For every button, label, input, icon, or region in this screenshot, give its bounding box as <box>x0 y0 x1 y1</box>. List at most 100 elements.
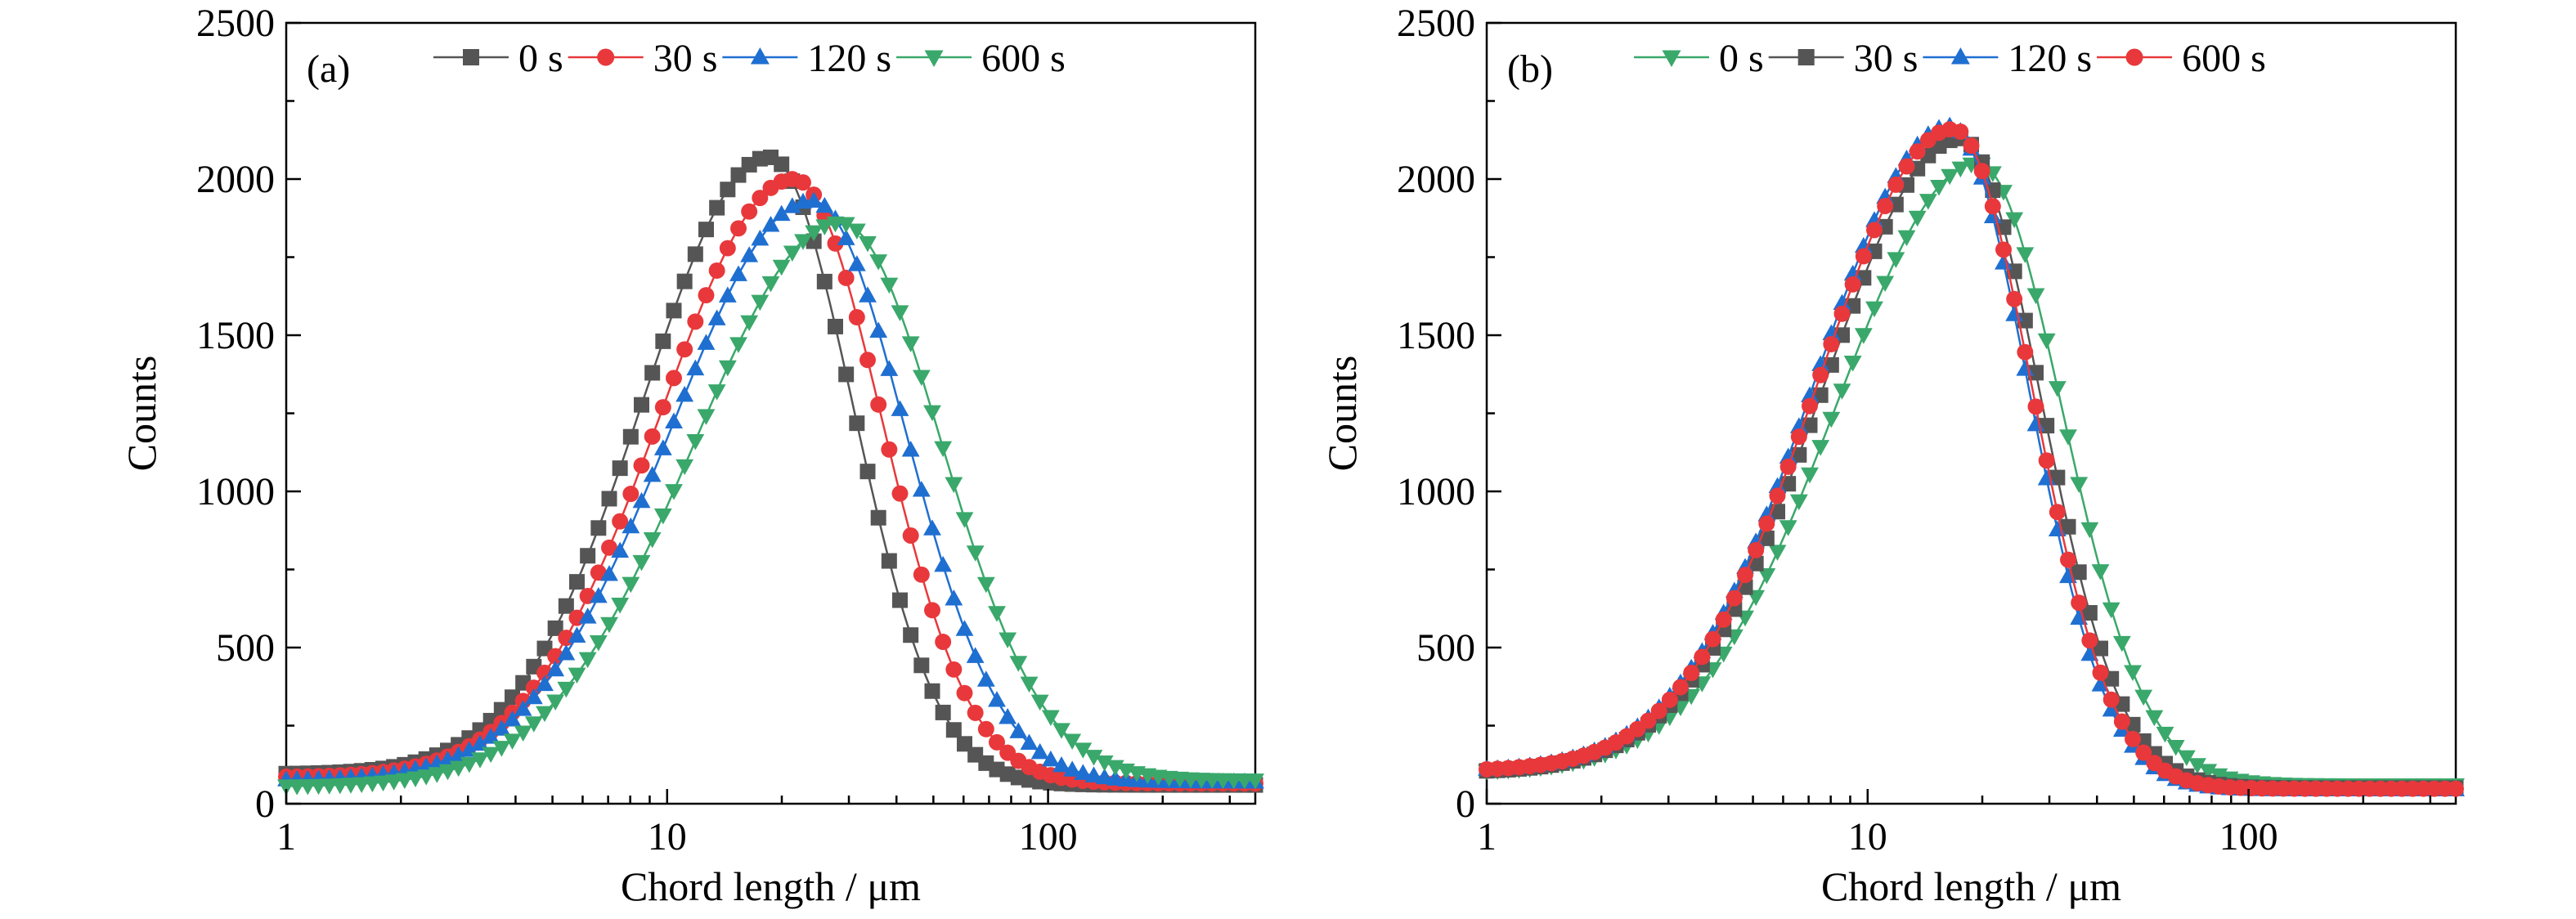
x-axis: 1 10 100 <box>1477 789 2432 858</box>
data-point <box>1812 366 1829 383</box>
data-point <box>352 777 371 794</box>
data-point <box>2059 429 2077 446</box>
data-point <box>1041 750 1060 767</box>
data-point <box>612 460 628 477</box>
data-point <box>1995 241 2012 258</box>
data-point <box>783 197 801 213</box>
data-point <box>634 397 649 413</box>
y-tick-label: 500 <box>216 626 275 670</box>
data-point <box>847 223 866 240</box>
data-point <box>1865 301 1883 318</box>
data-point <box>1084 750 1103 766</box>
legend-label: 0 s <box>518 37 563 80</box>
data-point <box>2112 635 2131 652</box>
data-point <box>859 286 877 303</box>
x-axis-label: Chord length / μm <box>621 863 921 909</box>
data-point <box>2049 469 2066 486</box>
data-point <box>1791 446 1807 463</box>
y-tick-label: 2500 <box>196 2 275 45</box>
data-point <box>837 269 855 286</box>
data-point <box>622 428 639 445</box>
data-point <box>828 318 843 334</box>
data-point <box>665 484 683 500</box>
data-point <box>709 199 725 216</box>
panel-label: (b) <box>1507 47 1553 91</box>
data-point <box>859 235 877 253</box>
data-point <box>1876 276 1895 293</box>
data-point <box>1009 656 1028 672</box>
data-point <box>643 465 662 482</box>
series-120-s <box>1478 116 2465 796</box>
data-point <box>653 508 672 525</box>
data-point <box>729 265 747 281</box>
data-point <box>1063 733 1082 750</box>
data-point <box>783 245 801 262</box>
data-point <box>568 626 586 643</box>
y-tick-label: 0 <box>255 782 275 826</box>
data-point <box>675 385 694 402</box>
y-axis: 0 500 1000 1500 2000 2500 <box>196 2 301 826</box>
data-point <box>417 769 436 786</box>
data-point <box>2060 518 2076 535</box>
data-point <box>2448 780 2464 797</box>
data-point <box>1095 755 1114 772</box>
data-point <box>1983 207 2002 223</box>
data-point <box>622 486 640 503</box>
data-point <box>514 725 532 742</box>
data-point <box>1757 567 1776 585</box>
data-point <box>1737 567 1753 584</box>
data-point <box>881 441 898 458</box>
legend-label: 30 s <box>653 37 718 80</box>
data-point <box>999 707 1017 724</box>
data-point <box>1769 487 1786 504</box>
data-point <box>1823 335 1840 352</box>
data-point <box>676 341 693 358</box>
data-point <box>2091 564 2110 581</box>
data-point <box>600 565 618 581</box>
series-30-s <box>278 171 1263 792</box>
series-line <box>286 222 1255 787</box>
data-point <box>374 775 393 792</box>
data-point <box>805 225 824 242</box>
data-point <box>1963 137 1980 155</box>
data-point <box>935 704 951 720</box>
series-0-s <box>1478 157 2465 795</box>
series-line <box>1486 124 2456 791</box>
data-point <box>880 360 899 376</box>
data-point <box>687 246 703 262</box>
legend-label: 600 s <box>981 37 1066 80</box>
data-point <box>2125 730 2141 747</box>
data-point <box>1640 712 1657 729</box>
data-point <box>666 370 682 387</box>
data-point <box>2080 522 2099 539</box>
data-point <box>665 412 683 429</box>
data-point <box>2102 700 2120 717</box>
y-tick-label: 1500 <box>1397 314 1475 357</box>
data-point <box>2134 689 2153 706</box>
data-point <box>547 648 564 665</box>
data-point <box>795 174 811 191</box>
data-point <box>2199 764 2218 780</box>
data-point <box>740 246 759 262</box>
data-point <box>934 555 953 572</box>
data-point <box>546 694 565 711</box>
data-point <box>611 597 630 614</box>
data-point <box>1865 211 1883 227</box>
data-point <box>1095 768 1114 785</box>
data-point <box>1020 733 1039 750</box>
x-tick-label: 100 <box>2219 815 2278 858</box>
x-tick-label: 1 <box>1477 815 1497 858</box>
data-point <box>2070 477 2089 493</box>
data-point <box>924 683 940 699</box>
data-point <box>2166 740 2185 756</box>
y-tick-label: 2500 <box>1397 2 1475 45</box>
data-point <box>891 305 909 321</box>
data-point <box>1768 545 1787 561</box>
data-point <box>1802 397 1818 415</box>
data-point <box>988 691 1006 707</box>
data-point <box>622 517 640 534</box>
data-point <box>622 576 640 594</box>
data-point <box>1661 691 1678 708</box>
data-point <box>989 733 1005 751</box>
